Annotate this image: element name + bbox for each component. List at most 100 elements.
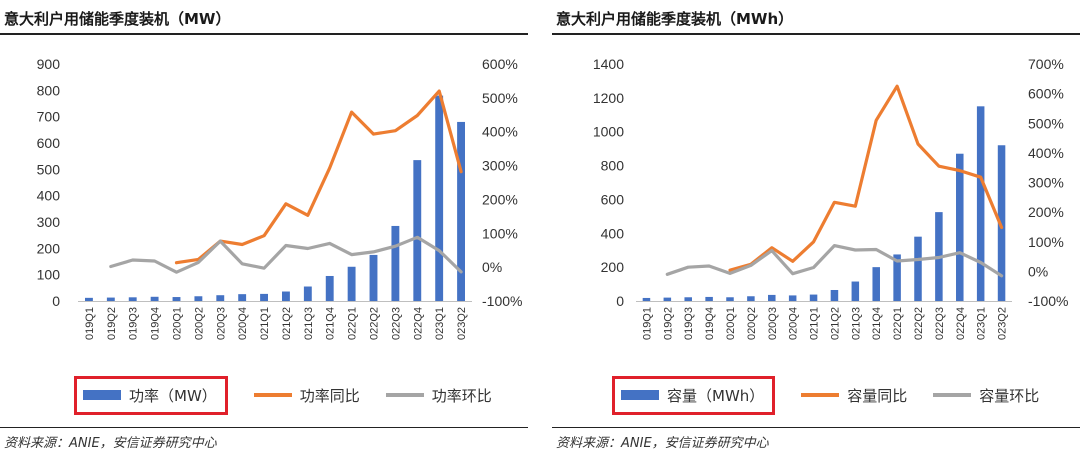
x-tick-label: 2022Q2 [913, 307, 925, 340]
x-tick-label: 2020Q3 [215, 307, 227, 340]
legend-item-bar: 容量（MWh） [612, 375, 776, 415]
y-left-tick-label: 800 [37, 82, 61, 98]
y-right-tick-label: 0% [482, 259, 502, 275]
y-left-tick-label: 300 [37, 214, 61, 230]
legend-label-bar: 功率（MW） [129, 386, 217, 405]
bar [684, 297, 692, 301]
source-note: 资料来源：ANIE，安信证券研究中心 [556, 436, 769, 451]
x-tick-label: 2019Q3 [128, 307, 140, 340]
y-left-tick-label: 0 [616, 293, 624, 309]
x-tick-label: 2019Q2 [106, 307, 118, 340]
legend-label-yoy: 容量同比 [847, 386, 908, 405]
bar [872, 267, 880, 301]
bar [705, 296, 713, 301]
y-right-tick-label: 700% [1028, 56, 1064, 72]
x-tick-label: 2019Q2 [662, 307, 674, 340]
legend-item-qoq: 功率环比 [385, 385, 492, 406]
legend-swatch-qoq [933, 393, 972, 397]
chart-legend: 容量（MWh） 容量同比 容量环比 [612, 375, 1065, 415]
bar [914, 236, 922, 301]
x-tick-label: 2022Q1 [892, 307, 904, 340]
x-tick-label: 2020Q1 [725, 307, 737, 340]
y-left-tick-label: 600 [37, 135, 61, 151]
legend-label-qoq: 功率环比 [431, 386, 492, 405]
bar [830, 289, 839, 301]
x-tick-label: 2020Q4 [788, 307, 800, 340]
x-tick-label: 2019Q1 [84, 307, 96, 340]
title-divider [0, 33, 528, 35]
x-tick-label: 2021Q2 [281, 307, 293, 340]
bar [893, 254, 901, 301]
bar [106, 297, 115, 301]
y-left-tick-label: 200 [37, 240, 61, 256]
x-tick-label: 2022Q4 [955, 307, 967, 340]
legend-swatch-yoy [253, 393, 292, 397]
chart-panel-capacity: 意大利户用储能季度装机（MWh） 0 200 400 600 800 1000 1200 14… [552, 0, 1080, 459]
x-tick-label: 2020Q1 [172, 307, 184, 340]
y-right-tick-label: 100% [1028, 234, 1064, 250]
series-line-qoq [109, 235, 463, 274]
x-tick-label: 2021Q1 [259, 307, 271, 340]
bar [85, 297, 93, 301]
title-divider [552, 33, 1080, 35]
x-tick-label: 2020Q4 [237, 307, 249, 340]
y-right-tick-label: -100% [1028, 293, 1068, 309]
bar [282, 291, 290, 301]
bar [435, 95, 444, 301]
bar [976, 106, 985, 301]
chart-title: 意大利户用储能季度装机（MWh） [556, 10, 794, 28]
y-right-tick-label: 500% [482, 90, 518, 106]
bar [788, 295, 797, 301]
x-tick-label: 2020Q3 [767, 307, 779, 340]
legend-swatch-yoy [801, 393, 840, 397]
x-tick-label: 2021Q3 [850, 307, 862, 340]
x-tick-label: 2022Q1 [347, 307, 359, 340]
bar [194, 296, 203, 301]
x-tick-label: 2023Q2 [997, 307, 1009, 340]
x-tick-label: 2019Q4 [150, 307, 162, 340]
bar [956, 153, 964, 301]
legend-item-bar: 功率（MW） [74, 375, 228, 415]
y-left-tick-label: 0 [52, 293, 60, 309]
y-right-tick-label: 200% [1028, 204, 1064, 220]
chart-title: 意大利户用储能季度装机（MW） [4, 10, 231, 28]
x-tick-label: 2022Q3 [390, 307, 402, 340]
x-tick-label: 2022Q3 [934, 307, 946, 340]
legend-label-bar: 容量（MWh） [667, 386, 765, 405]
bar [997, 145, 1006, 301]
y-right-tick-label: 300% [1028, 175, 1064, 191]
chart-legend: 功率（MW） 功率同比 功率环比 [74, 375, 518, 415]
y-right-tick-label: 400% [1028, 145, 1064, 161]
series-line-qoq [665, 244, 1004, 278]
bar [128, 297, 137, 301]
bar [809, 294, 818, 301]
y-right-tick-label: 400% [482, 124, 518, 140]
x-tick-label: 2021Q4 [325, 307, 337, 340]
legend-swatch-bar [83, 390, 121, 400]
y-right-tick-label: 200% [482, 191, 518, 207]
y-left-tick-label: 400 [37, 188, 61, 204]
x-tick-label: 2021Q1 [809, 307, 821, 340]
y-left-tick-label: 1400 [593, 56, 624, 72]
legend-item-qoq: 容量环比 [933, 385, 1039, 406]
bar [172, 297, 181, 301]
bar [726, 297, 734, 301]
x-tick-label: 2020Q2 [746, 307, 758, 340]
x-tick-label: 2022Q2 [369, 307, 381, 340]
x-tick-label: 2019Q4 [704, 307, 716, 340]
bar [391, 225, 400, 301]
y-right-tick-label: 100% [482, 225, 518, 241]
x-tick-label: 2019Q3 [683, 307, 695, 340]
legend-item-yoy: 功率同比 [253, 385, 360, 406]
y-left-tick-label: 1200 [593, 90, 624, 106]
y-left-tick-label: 400 [601, 225, 625, 241]
series-line-yoy [728, 84, 1004, 272]
x-tick-label: 2019Q1 [641, 307, 653, 340]
source-note: 资料来源：ANIE，安信证券研究中心 [4, 436, 217, 451]
x-tick-label: 2023Q1 [434, 307, 446, 340]
y-left-tick-label: 600 [601, 191, 625, 207]
bar [642, 297, 651, 301]
chart-capacity: 0 200 400 600 800 1000 1200 1400 -100% 0% 100% 200%… [593, 56, 1069, 340]
y-left-tick-label: 800 [601, 158, 625, 174]
y-left-tick-label: 200 [601, 259, 625, 275]
